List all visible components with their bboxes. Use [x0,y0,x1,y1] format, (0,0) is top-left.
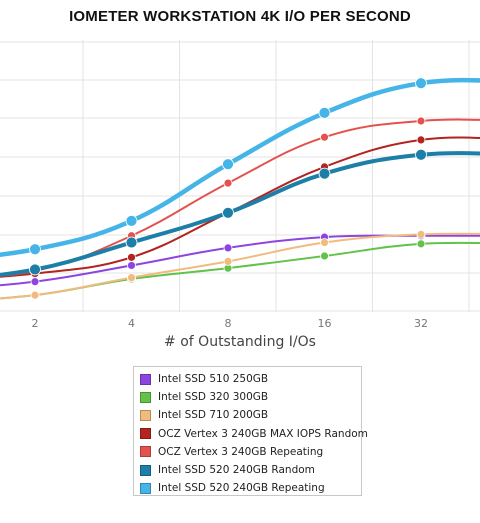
legend-label: Intel SSD 510 250GB [158,373,269,386]
x-tick-labels: 2 4 8 16 32 [32,317,429,330]
legend-swatch [140,391,151,403]
x-tick-label: 32 [414,317,428,330]
data-point [320,238,329,247]
data-point [125,214,138,227]
legend-item: Intel SSD 710 200GB [134,406,361,424]
data-point [127,252,136,262]
data-point [30,277,40,287]
series-line [0,77,480,257]
series-intel-ssd-520-240gb-repeating [0,77,480,257]
x-tick-label: 16 [318,317,332,330]
legend-swatch [140,428,151,440]
series-intel-ssd-710-200gb [0,229,480,300]
data-point [320,251,329,261]
data-point [223,256,233,266]
data-point [29,243,41,256]
legend-item: Intel SSD 510 250GB [134,370,361,388]
series-line [0,118,480,277]
data-point [415,148,427,161]
legend-swatch [140,373,151,385]
data-point [416,135,426,145]
data-point [127,273,136,283]
data-point [30,290,40,300]
legend-item: Intel SSD 520 240GB Random [134,461,361,479]
data-point [416,229,426,239]
data-point [222,158,234,171]
legend-label: Intel SSD 320 300GB [158,391,269,404]
data-point [318,107,331,119]
legend-item: Intel SSD 520 240GB Repeating [134,479,361,497]
legend-item: OCZ Vertex 3 240GB MAX IOPS Random [134,425,368,443]
series-line [0,234,480,287]
data-point [222,206,234,219]
series-line [0,151,480,277]
legend-label: Intel SSD 710 200GB [158,409,269,422]
legend-label: Intel SSD 520 240GB Repeating [158,482,325,495]
x-axis-label: # of Outstanding I/Os [164,334,316,350]
chart-title: IOMETER WORKSTATION 4K I/O PER SECOND [69,8,411,25]
data-point [416,239,426,249]
data-point [320,132,329,142]
x-tick-label: 8 [225,317,232,330]
legend-label: OCZ Vertex 3 240GB Repeating [158,445,324,458]
x-tick-label: 4 [128,317,135,330]
series-line [0,241,480,300]
legend-swatch [140,464,151,476]
data-point [223,178,233,188]
legend-swatch [140,482,151,494]
data-point [416,116,426,126]
data-point [125,236,138,249]
legend-item: Intel SSD 320 300GB [134,388,361,406]
data-point [29,263,41,276]
legend: Intel SSD 510 250GB Intel SSD 320 300GB In… [133,366,368,497]
line-chart: 2 4 8 16 32 [0,40,480,330]
data-point [127,261,136,270]
x-tick-label: 2 [32,317,39,330]
legend-swatch [140,446,151,458]
series-intel-ssd-520-240gb-random [0,148,480,277]
data-point [415,77,427,90]
legend-swatch [140,409,151,421]
data-point [318,167,331,180]
legend-item: OCZ Vertex 3 240GB Repeating [134,443,361,461]
legend-label: Intel SSD 520 240GB Random [158,464,315,477]
series-lines [0,77,480,300]
legend-label: OCZ Vertex 3 240GB MAX IOPS Random [158,427,368,440]
data-point [223,243,233,253]
